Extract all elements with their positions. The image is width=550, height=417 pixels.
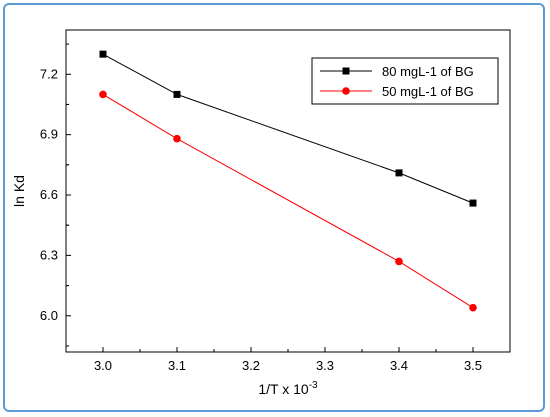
series-line-1 (103, 94, 473, 307)
y-tick-label: 6.3 (40, 247, 58, 262)
x-tick-label: 3.1 (168, 358, 186, 373)
data-point (469, 304, 477, 312)
y-tick-label: 6.9 (40, 127, 58, 142)
data-point (99, 91, 107, 99)
data-point (100, 51, 107, 58)
x-tick-label: 3.0 (94, 358, 112, 373)
data-point (174, 91, 181, 98)
x-tick-label: 3.3 (316, 358, 334, 373)
x-tick-label: 3.2 (242, 358, 260, 373)
x-axis-title: 1/T x 10-3 (258, 380, 318, 397)
data-point (470, 200, 477, 207)
x-tick-label: 3.4 (390, 358, 408, 373)
x-tick-label: 3.5 (464, 358, 482, 373)
legend-marker-0 (343, 68, 350, 75)
y-axis-title: ln Kd (11, 175, 27, 207)
y-tick-label: 6.6 (40, 187, 58, 202)
data-point (395, 258, 403, 266)
y-tick-label: 7.2 (40, 66, 58, 81)
legend-marker-1 (342, 87, 350, 95)
legend-label-1: 50 mgL-1 of BG (382, 84, 474, 99)
x-axis: 3.0 3.1 3.2 3.3 3.4 3.5 (94, 347, 482, 373)
y-tick-label: 6.0 (40, 308, 58, 323)
x-axis-title-superscript: -3 (309, 380, 318, 391)
data-point (173, 135, 181, 143)
x-axis-title-text: 1/T x 10 (258, 381, 309, 397)
data-point (396, 169, 403, 176)
legend-label-0: 80 mgL-1 of BG (382, 64, 474, 79)
legend: 80 mgL-1 of BG 50 mgL-1 of BG (312, 58, 498, 104)
